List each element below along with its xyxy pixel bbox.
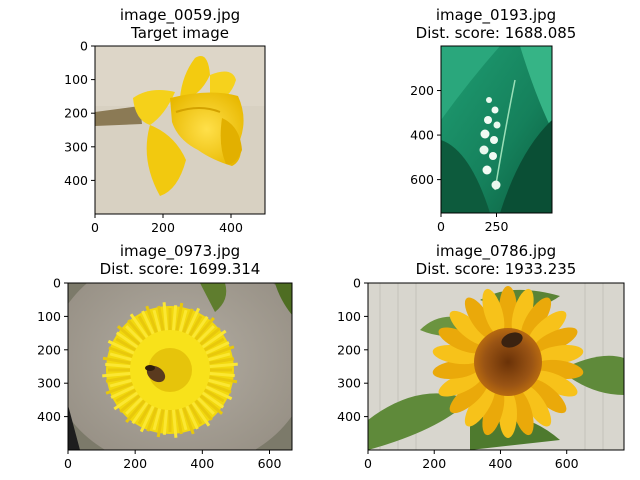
subplot-target: image_0059.jpg Target image 0 200 400 0 100 2… [64, 6, 266, 236]
subplot-title-line2: Dist. score: 1688.085 [416, 24, 577, 42]
subplot-title-line2: Target image [130, 24, 229, 42]
y-tick-label: 300 [337, 376, 361, 391]
subplot-title-line1: image_0193.jpg [436, 6, 556, 25]
x-tick-label: 600 [555, 456, 579, 471]
x-tick-label: 200 [123, 456, 147, 471]
y-tick-label: 600 [410, 172, 434, 187]
subplot-match-3: image_0786.jpg Dist. score: 1933.235 0 20… [337, 242, 625, 472]
y-tick-label: 300 [37, 376, 61, 391]
y-tick-label: 200 [410, 83, 434, 98]
y-tick-label: 400 [337, 409, 361, 424]
subplot-title-line1: image_0973.jpg [120, 242, 240, 261]
x-tick-label: 200 [151, 220, 175, 235]
image-daffodil [95, 46, 265, 214]
y-tick-label: 100 [337, 309, 361, 324]
axes-frame [67, 282, 293, 451]
y-tick-label: 0 [353, 276, 361, 291]
subplot-title-line2: Dist. score: 1699.314 [100, 260, 261, 278]
x-tick-label: 0 [437, 219, 445, 234]
subplot-title-line2: Dist. score: 1933.235 [416, 260, 577, 278]
y-tick-label: 200 [64, 106, 88, 121]
subplot-title-line1: image_0059.jpg [120, 6, 240, 25]
subplot-match-1: image_0193.jpg Dist. score: 1688.085 0 25… [410, 6, 576, 234]
x-tick-label: 400 [190, 456, 214, 471]
x-tick-label: 400 [489, 456, 513, 471]
x-tick-label: 250 [485, 219, 509, 234]
image-dandelion [68, 283, 292, 450]
x-tick-label: 0 [91, 220, 99, 235]
y-tick-label: 400 [64, 173, 88, 188]
x-tick-label: 0 [364, 456, 372, 471]
x-tick-label: 0 [64, 456, 72, 471]
tick-group: 0 200 400 0 100 200 300 400 [64, 39, 243, 236]
axes-frame [94, 45, 266, 215]
y-tick-label: 100 [64, 72, 88, 87]
image-sunflower [368, 283, 624, 450]
axes-frame [367, 282, 625, 451]
y-tick-label: 200 [37, 342, 61, 357]
y-tick-label: 300 [64, 139, 88, 154]
y-tick-label: 400 [37, 409, 61, 424]
subplot-match-2: image_0973.jpg Dist. score: 1699.314 0 20… [37, 242, 293, 472]
y-tick-label: 100 [37, 309, 61, 324]
tick-group: 0 250 200 400 600 [410, 83, 508, 234]
y-tick-label: 400 [410, 128, 434, 143]
x-tick-label: 200 [422, 456, 446, 471]
y-tick-label: 0 [53, 276, 61, 291]
subplot-title-line1: image_0786.jpg [436, 242, 556, 261]
x-tick-label: 600 [258, 456, 282, 471]
y-tick-label: 0 [80, 39, 88, 54]
image-lily-of-the-valley [441, 46, 552, 213]
x-tick-label: 400 [219, 220, 243, 235]
y-tick-label: 200 [337, 342, 361, 357]
tick-group: 0 200 400 600 0 100 200 300 400 [37, 276, 281, 472]
tick-group: 0 200 400 600 0 100 200 300 400 [337, 276, 579, 472]
